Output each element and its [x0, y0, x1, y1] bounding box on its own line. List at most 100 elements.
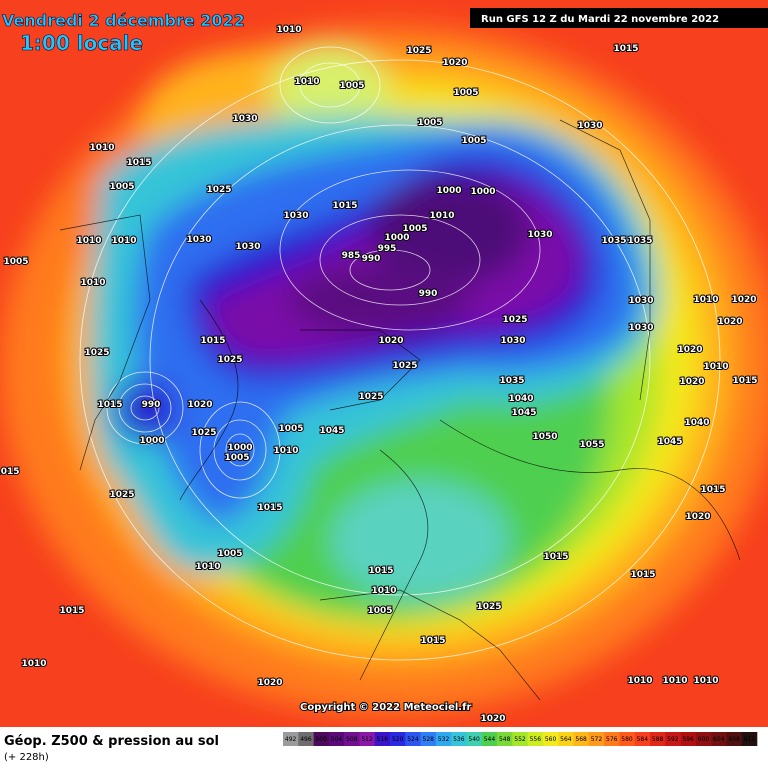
- colorbar-cell: [298, 732, 314, 746]
- isobar-label: 1020: [257, 678, 282, 688]
- isobar-label: 1025: [206, 185, 231, 195]
- colorbar-label: 604: [713, 736, 725, 743]
- colorbar-label: 596: [682, 736, 694, 743]
- isobar-label: 990: [142, 400, 161, 410]
- isobar-label: 1035: [499, 376, 524, 386]
- colorbar-label: 508: [346, 736, 358, 743]
- colorbar-cell: [374, 732, 391, 746]
- colorbar-cell: [588, 732, 605, 746]
- isobar-label: 995: [378, 244, 397, 254]
- isobar-label: 1000: [436, 186, 461, 196]
- date: Vendredi 2 décembre 2022: [2, 11, 245, 30]
- isobar-label: 1005: [339, 81, 364, 91]
- run: Run GFS 12 Z du Mardi 22 novembre 2022: [481, 14, 719, 25]
- isobar-label: 1010: [627, 676, 652, 686]
- isobar-label: 1015: [97, 400, 122, 410]
- isobar-label: 1020: [685, 512, 710, 522]
- isobar-label: 1025: [358, 392, 383, 402]
- colorbar-label: 588: [652, 736, 664, 743]
- isobar-label: 1000: [227, 443, 252, 453]
- isobar-label: 1055: [579, 440, 604, 450]
- colorbar-label: 548: [499, 736, 511, 743]
- isobar-label: 1000: [139, 436, 164, 446]
- isobar-label: 1015: [0, 467, 20, 477]
- colorbar-cell: [711, 732, 727, 746]
- isobar-label: 1030: [628, 296, 653, 306]
- colorbar-label: 528: [423, 736, 435, 743]
- isobar-label: 1015: [126, 158, 151, 168]
- colorbar-cell: [390, 732, 406, 746]
- colorbar-label: 516: [377, 736, 389, 743]
- colorbar-cell: [558, 732, 574, 746]
- isobar-label: 1010: [76, 236, 101, 246]
- colorbar-cell: [313, 732, 330, 746]
- isobar-label: 1020: [679, 377, 704, 387]
- copyright: Copyright © 2022 Meteociel.fr: [300, 702, 471, 713]
- isobar-label: 1015: [732, 376, 757, 386]
- isobar-label: 1005: [3, 257, 28, 267]
- isobar-label: 1010: [693, 676, 718, 686]
- isobar-label: 1025: [406, 46, 431, 56]
- isobars: [79, 46, 721, 661]
- colorbar-cell: [435, 732, 452, 746]
- colorbar-cell: [344, 732, 360, 746]
- isobar-label: 1005: [402, 224, 427, 234]
- isobar-label: 1010: [195, 562, 220, 572]
- isobar-labels: 1010 1025 1020 1015 1010 1005 1005 1030 1005 1030…: [0, 24, 759, 725]
- colorbar-label: 612: [744, 736, 756, 743]
- colorbar: 492 496 500 504 508 512 516 520 524 528 532 536 540 5…: [283, 732, 758, 746]
- isobar-label: 1010: [21, 659, 46, 669]
- isobar-label: 1005: [417, 118, 442, 128]
- colorbar-cell: [741, 732, 758, 746]
- isobar-label: 1030: [186, 235, 211, 245]
- isobar-label: 1010: [273, 446, 298, 456]
- isobar-label: 1005: [367, 606, 392, 616]
- isobar-label: 1010: [111, 236, 136, 246]
- isobar-label: 1010: [693, 295, 718, 305]
- isobar-label: 1020: [442, 58, 467, 68]
- isobar-label: 1030: [577, 121, 602, 131]
- colorbar-label: 600: [698, 736, 710, 743]
- isobar-label: 1030: [628, 323, 653, 333]
- colorbar-label: 496: [300, 736, 312, 743]
- colorbar-label: 524: [407, 736, 419, 743]
- isobar-label: 1005: [217, 549, 242, 559]
- colorbar-label: 552: [514, 736, 526, 743]
- isobar-label: 990: [419, 289, 438, 299]
- colorbar-cell: [649, 732, 666, 746]
- isobar-label: 1030: [500, 336, 525, 346]
- isobar-label: 1030: [232, 114, 257, 124]
- colorbar-cell: [634, 732, 651, 746]
- colorbar-cell: [359, 732, 376, 746]
- colorbar-cell: [726, 732, 743, 746]
- isobar-label: 1020: [480, 714, 505, 724]
- colorbar-cell: [451, 732, 467, 746]
- isobar-label: 1010: [703, 362, 728, 372]
- colorbar-cell: [466, 732, 483, 746]
- isobar-label: 1045: [319, 426, 344, 436]
- isobar-label: 1025: [84, 348, 109, 358]
- isobar-label: 1010: [276, 25, 301, 35]
- isobar-label: 1005: [109, 182, 134, 192]
- colorbar-label: 492: [285, 736, 297, 743]
- colorbar-label: 504: [331, 736, 343, 743]
- colorbar-cell: [573, 732, 590, 746]
- colorbar-cell: [619, 732, 635, 746]
- isobar-label: 1045: [657, 437, 682, 447]
- colorbar-label: 540: [468, 736, 480, 743]
- isobar-label: 1015: [420, 636, 445, 646]
- colorbar-label: 584: [637, 736, 649, 743]
- colorbar-cell: [328, 732, 345, 746]
- isobar-label: 1015: [613, 44, 638, 54]
- isobar-label: 1025: [217, 355, 242, 365]
- footer-title: Géop. Z500 & pression au sol: [4, 734, 219, 749]
- isobar-label: 1005: [453, 88, 478, 98]
- isobar-label: 1005: [224, 453, 249, 463]
- isobar-label: 1035: [601, 236, 626, 246]
- colorbar-label: 568: [575, 736, 587, 743]
- isobar-label: 1015: [543, 552, 568, 562]
- colorbar-label: 536: [453, 736, 465, 743]
- isobar-label: 1010: [371, 586, 396, 596]
- isobar-label: 1050: [532, 432, 557, 442]
